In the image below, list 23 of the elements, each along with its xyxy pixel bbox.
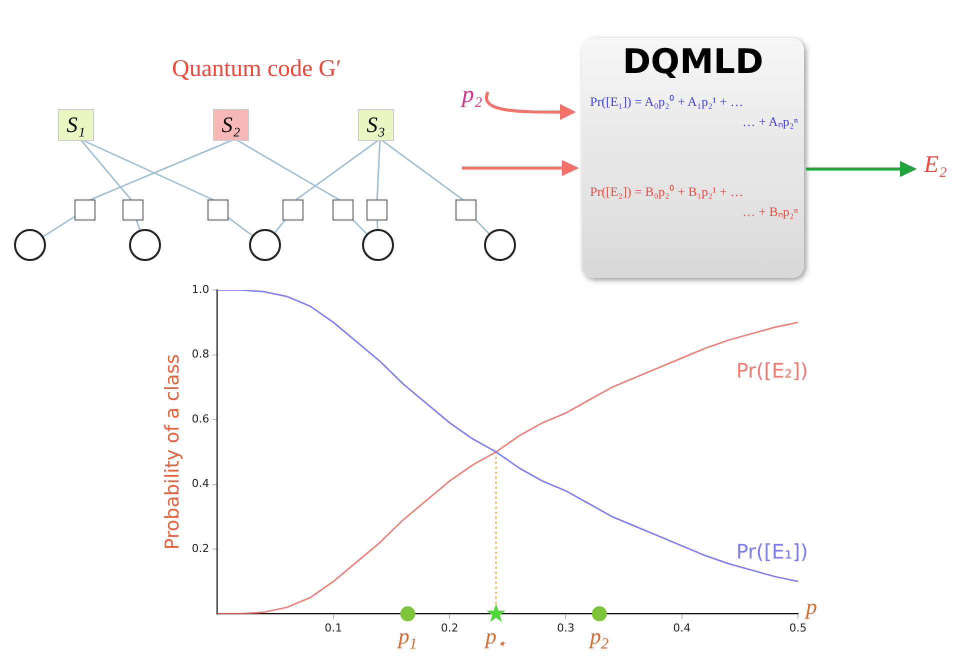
text: DQMLD xyxy=(622,42,764,82)
text: … + Aₙp₂ⁿ xyxy=(741,113,798,130)
x-tick-label: 0.3 xyxy=(556,621,574,634)
y-tick-label: 1.0 xyxy=(192,282,210,296)
x-tick-label: 0.4 xyxy=(673,621,691,634)
text: Quantum code G′ xyxy=(172,56,342,83)
x-tick-label: 0.1 xyxy=(324,621,342,634)
series-label: Pr([E₁]) xyxy=(736,540,808,564)
text: p₂ xyxy=(462,82,482,109)
y-axis-title: Probability of a class xyxy=(161,354,184,550)
y-tick-label: 0.8 xyxy=(192,348,210,361)
x-tick-label: 0.2 xyxy=(440,621,458,634)
text: … + Bₙp₂ⁿ xyxy=(741,203,798,220)
text: E₂ xyxy=(924,152,948,179)
text: Pr([E₁]) = A₀p₂⁰ + A₁p₂¹ + … xyxy=(590,93,744,110)
x-axis-title: p xyxy=(804,594,817,619)
y-tick-label: 0.2 xyxy=(192,542,210,555)
x-tick-label: 0.5 xyxy=(789,621,807,634)
series-label: Pr([E₂]) xyxy=(736,358,808,383)
text: Pr([E₂]) = B₀p₂⁰ + B₁p₂¹ + … xyxy=(590,183,744,200)
y-tick-label: 0.4 xyxy=(192,477,210,490)
annotation: p⋆ xyxy=(484,624,507,652)
y-tick-label: 0.6 xyxy=(192,412,210,426)
